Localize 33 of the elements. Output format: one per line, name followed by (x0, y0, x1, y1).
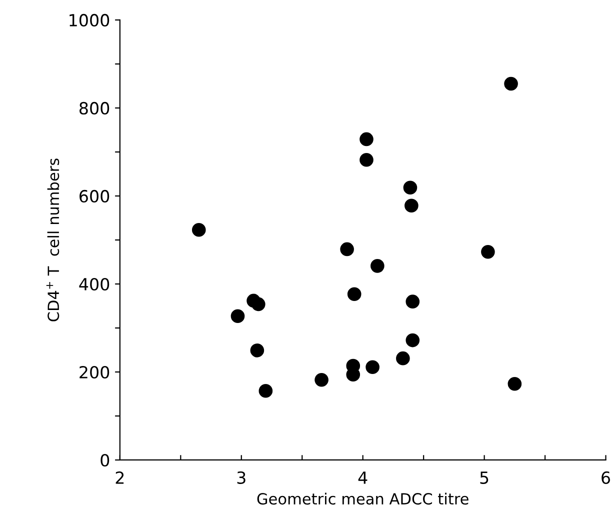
point (258, 384, 273, 398)
point (230, 309, 245, 324)
point (396, 351, 410, 366)
point (347, 287, 362, 301)
point (251, 297, 266, 312)
point (250, 344, 264, 358)
x-tick-label: 4 (358, 472, 368, 484)
x-tick-label: 5 (480, 472, 488, 484)
y-tick-label: 800 (80, 102, 110, 115)
point (508, 376, 522, 391)
x-tick-label: 2 (116, 471, 124, 484)
point (366, 360, 380, 374)
point (481, 244, 495, 259)
point (406, 294, 420, 308)
y-axis-title: CD4$^{+}$ T cell numbers (46, 158, 60, 322)
point (192, 222, 206, 237)
x-tick-label: 3 (237, 471, 246, 484)
y-tick-label: 0 (100, 454, 110, 467)
y-tick-label: 400 (79, 278, 110, 291)
point (360, 152, 374, 167)
point (360, 132, 374, 146)
point (340, 242, 354, 256)
point (404, 198, 418, 213)
x-axis-title: Geometric mean ADCC titre (257, 492, 468, 505)
y-tick-label: 1000 (70, 14, 110, 27)
y-tick-label: 600 (80, 190, 110, 203)
point (370, 259, 384, 273)
x-tick-label: 6 (602, 471, 610, 484)
point (314, 372, 328, 387)
point (406, 333, 420, 348)
y-tick-label: 200 (80, 366, 110, 379)
point (403, 180, 418, 195)
point (504, 76, 518, 91)
